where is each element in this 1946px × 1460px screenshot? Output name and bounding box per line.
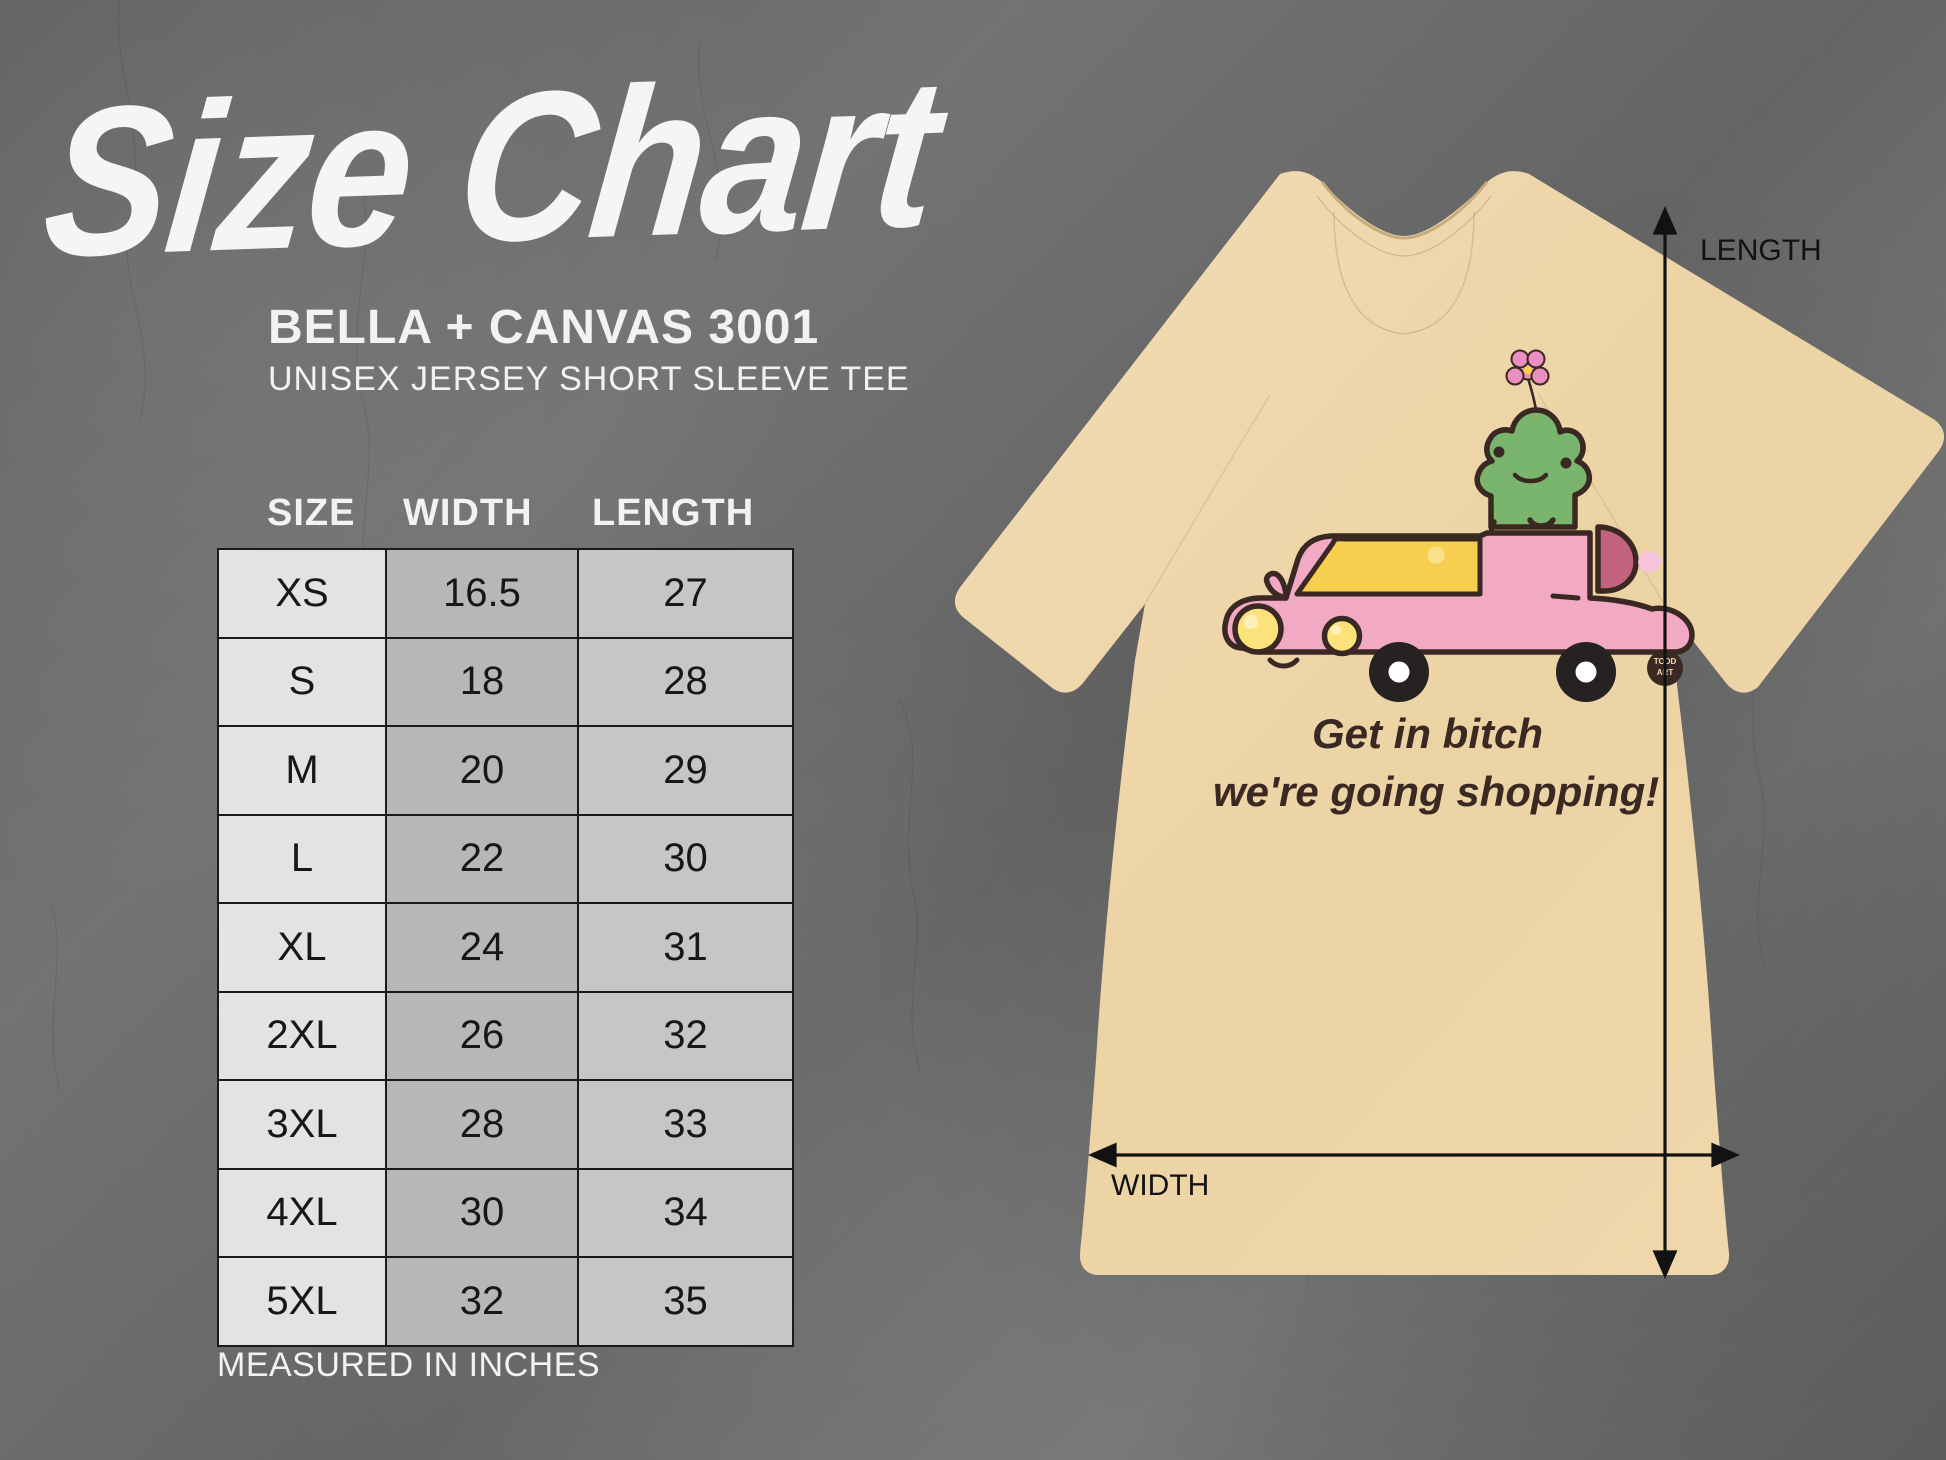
svg-text:WIDTH: WIDTH <box>1111 1169 1209 1202</box>
svg-text:Get in bitch: Get in bitch <box>1312 710 1543 757</box>
svg-text:we're going shopping!: we're going shopping! <box>1213 768 1659 815</box>
svg-text:LENGTH: LENGTH <box>1700 234 1822 267</box>
